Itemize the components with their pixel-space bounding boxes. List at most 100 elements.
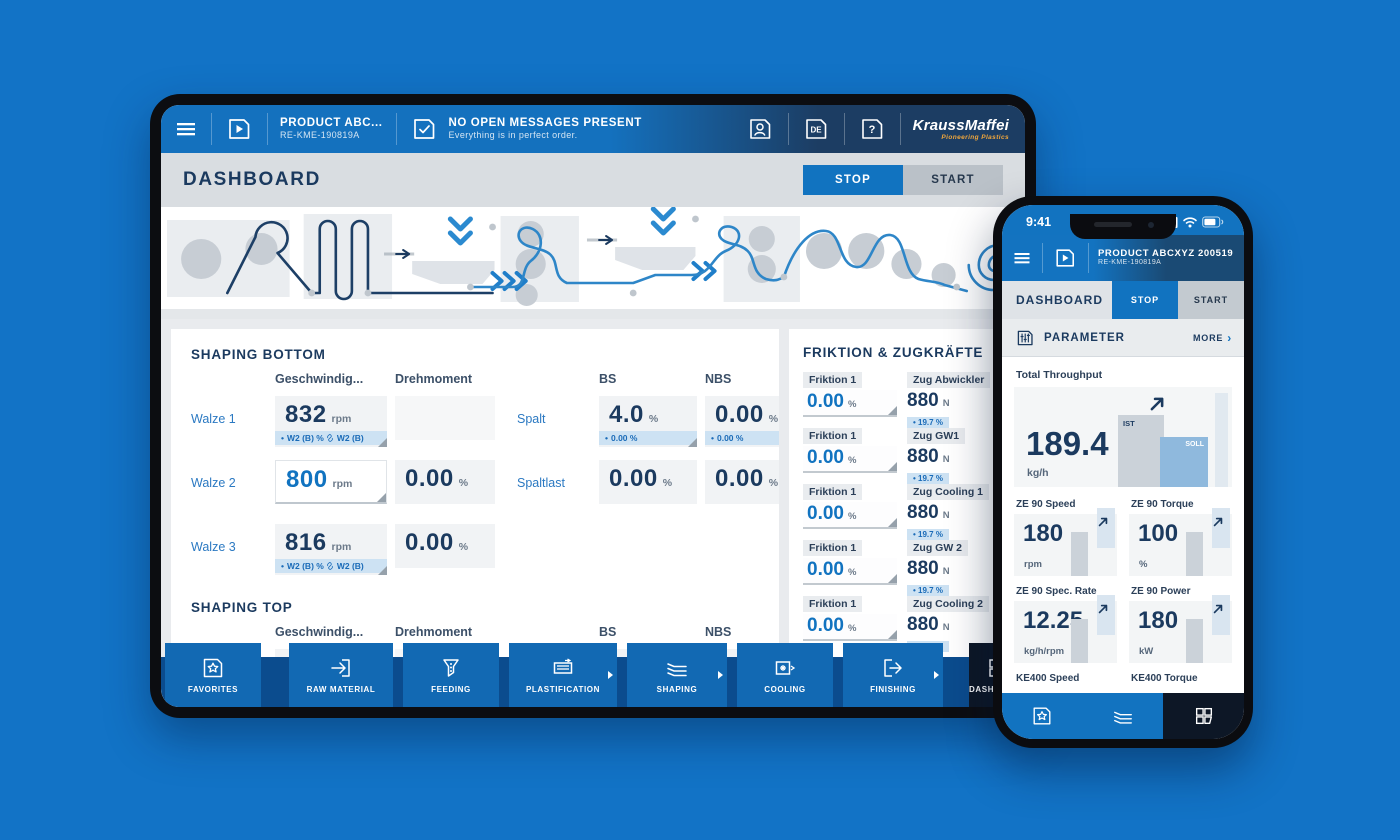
messages-info[interactable]: NO OPEN MESSAGES PRESENT Everything is i… [395, 105, 655, 153]
user-icon [749, 119, 770, 139]
nav-favorites[interactable] [1002, 693, 1083, 739]
throughput-label: Total Throughput [1016, 369, 1103, 381]
speed-input-cell[interactable]: 800 rpm [275, 460, 387, 504]
throughput-value: 189.4 [1026, 425, 1109, 462]
nav-plastification[interactable]: PLASTIFICATION [509, 643, 617, 707]
zug-value: 880 N [907, 390, 950, 411]
table-row: Walze 2 800 rpm 0.00% Spaltlast 0.00% 0.0… [191, 460, 779, 524]
parameter-card[interactable]: 100 % [1129, 508, 1232, 576]
more-button[interactable]: MORE › [1193, 330, 1232, 345]
shaping-bottom-title: SHAPING BOTTOM [191, 347, 326, 362]
tablet-device: PRODUCT ABC... RE-KME-190819A NO OPEN ME… [150, 94, 1036, 718]
tag-strip: W2 (B) %W2 (B) [275, 431, 387, 445]
speed-value: 832 [285, 401, 327, 428]
extrusion-line-diagram [167, 207, 1021, 306]
soll-bar: SOLL [1160, 437, 1208, 487]
friktion-label: Friktion 1 [803, 596, 863, 612]
col-bs: BS [599, 372, 617, 386]
bs-value: 0.00 [609, 465, 658, 492]
speed-unit: rpm [332, 478, 353, 490]
zug-value: 880 N [907, 502, 950, 523]
language-de-icon: DE [805, 119, 826, 139]
ist-label: IST [1123, 419, 1135, 428]
product-info[interactable]: PRODUCT ABCXYZ 200519 RE-KME-190819A [1088, 235, 1243, 281]
hamburger-icon [1014, 253, 1030, 264]
wifi-icon [1183, 217, 1197, 228]
process-diagram [161, 207, 1025, 319]
zug-label: Zug GW 2 [907, 540, 968, 556]
nbs-value-cell[interactable]: 0.00% 0.00 % [705, 396, 779, 447]
tag-link: W2 (B) [326, 561, 364, 571]
machine-play-icon [229, 119, 250, 139]
tablet-bottom-nav: FAVORITES RAW MATERIAL FEEDING PLASTIFIC… [161, 643, 1025, 707]
card-label: KE400 Torque [1131, 673, 1198, 684]
nbs-value: 0.00 [715, 465, 764, 492]
speed-value-cell: 832 rpm W2 (B) %W2 (B) [275, 396, 387, 447]
nav-shaping[interactable]: SHAPING [627, 643, 727, 707]
product-subtitle: RE-KME-190819A [280, 130, 360, 141]
start-button[interactable]: START [1178, 281, 1244, 319]
nav-shaping[interactable] [1082, 693, 1164, 739]
col-speed: Geschwindig... [275, 625, 364, 639]
raw-material-icon [331, 659, 350, 677]
friktion-label: Friktion 1 [803, 428, 863, 444]
torque-value: 0.00 [405, 465, 454, 492]
brand-logo: KraussMaffei Pioneering Plastics [899, 105, 1025, 153]
stop-button[interactable]: STOP [803, 165, 903, 195]
nbs-unit: % [768, 413, 779, 425]
page-title: DASHBOARD [1016, 293, 1103, 307]
nav-finishing[interactable]: FINISHING [843, 643, 943, 707]
zug-label: Zug Cooling 2 [907, 596, 989, 612]
tag-value: W2 (B) % [281, 433, 324, 443]
speed-unit: rpm [331, 541, 352, 553]
product-info[interactable]: PRODUCT ABC... RE-KME-190819A [267, 105, 396, 153]
tag-value: W2 (B) % [281, 561, 324, 571]
card-label: ZE 90 Power [1131, 586, 1191, 597]
friktion-input[interactable]: 0.00% [803, 390, 897, 417]
zug-value: 880 N [907, 446, 950, 467]
card-value: 180 [1138, 607, 1179, 634]
friktion-input[interactable]: 0.00% [803, 446, 897, 473]
parameter-card[interactable]: 12.25 kg/h/rpm [1014, 595, 1117, 663]
phone-device: 9:41 PRODUCT ABCXYZ 200519 RE-KME-190819… [993, 196, 1253, 748]
friktion-label: Friktion 1 [803, 540, 863, 556]
language-button[interactable]: DE [787, 105, 844, 153]
product-title: PRODUCT ABC... [280, 117, 383, 130]
bs-unit: % [662, 477, 673, 489]
nav-favorites[interactable]: FAVORITES [165, 643, 261, 707]
torque-unit: % [458, 541, 469, 553]
parameter-card[interactable]: 180 kW [1129, 595, 1232, 663]
machine-status-button[interactable] [1042, 235, 1088, 281]
friktion-input[interactable]: 0.00% [803, 558, 897, 585]
feeding-icon [443, 659, 459, 677]
soll-label: SOLL [1185, 441, 1204, 448]
nav-feeding[interactable]: FEEDING [403, 643, 499, 707]
tablet-titlebar: DASHBOARD STOP START [161, 153, 1025, 207]
torque-empty-cell [395, 396, 495, 440]
parameter-card[interactable]: 180 rpm [1014, 508, 1117, 576]
user-button[interactable] [732, 105, 788, 153]
friktion-input[interactable]: 0.00% [803, 502, 897, 529]
machine-status-button[interactable] [211, 105, 267, 153]
favorites-icon [1033, 707, 1051, 725]
favorites-icon [203, 658, 223, 678]
message-check-icon [413, 119, 434, 139]
start-button[interactable]: START [903, 165, 1003, 195]
bs-value-cell[interactable]: 4.0% 0.00 % [599, 396, 697, 447]
plastification-icon [553, 658, 573, 674]
friktion-input[interactable]: 0.00% [803, 614, 897, 641]
help-button[interactable]: ? [843, 105, 900, 153]
shaping-icon [1114, 711, 1132, 724]
nav-dashboard[interactable] [1163, 693, 1244, 739]
nav-cooling[interactable]: COOLING [737, 643, 833, 707]
menu-button[interactable] [161, 105, 211, 153]
submenu-arrow-icon [934, 671, 939, 679]
nav-raw-material[interactable]: RAW MATERIAL [289, 643, 393, 707]
zug-label: Zug GW1 [907, 428, 966, 444]
menu-button[interactable] [1002, 235, 1042, 281]
stop-button[interactable]: STOP [1112, 281, 1178, 319]
phone-header: PRODUCT ABCXYZ 200519 RE-KME-190819A [1002, 235, 1244, 281]
